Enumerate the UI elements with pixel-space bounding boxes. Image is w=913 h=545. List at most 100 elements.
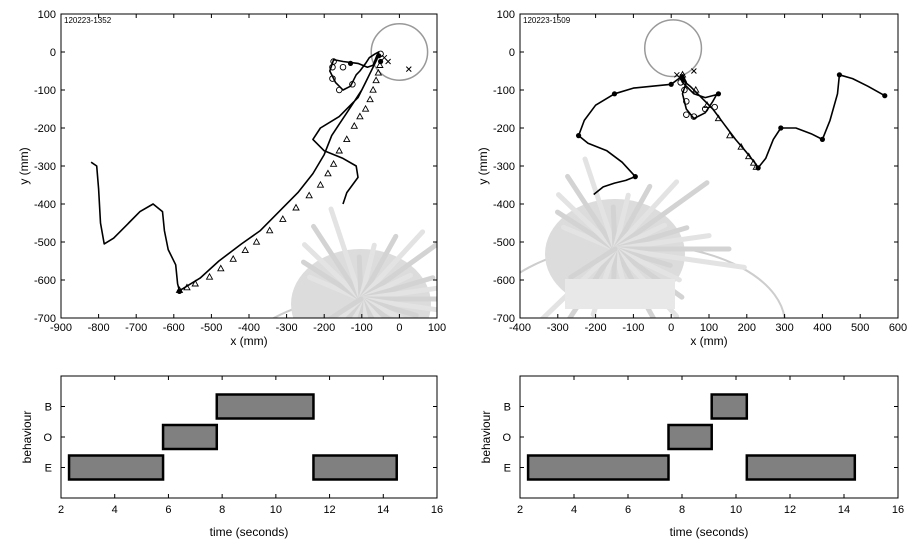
behaviour-bar-B [710, 393, 749, 420]
y-tick-label: -400 [493, 199, 515, 211]
circle-marker [690, 113, 698, 120]
photo-arm [337, 296, 364, 318]
y-axis-label: y (mm) [17, 147, 31, 184]
photo-arm [358, 233, 399, 302]
y-axis-label: behaviour [479, 411, 493, 464]
x-tick-label: 10 [730, 504, 742, 516]
dot-marker [882, 93, 888, 99]
y-tick-label: B [504, 402, 511, 414]
x-tick-label: 12 [323, 504, 335, 516]
behaviour-bar-E [526, 454, 670, 481]
y-tick-label: -200 [34, 123, 56, 135]
dot-marker [611, 91, 618, 97]
photo-arm [352, 296, 364, 318]
triangle-marker [191, 279, 199, 287]
triangle-marker [305, 191, 313, 199]
circle-marker [349, 81, 356, 88]
triangle-marker [737, 142, 745, 150]
y-axis-label: behaviour [20, 411, 34, 464]
trial-id-label: 120223-1509 [523, 16, 571, 25]
x-tick-label: -400 [509, 322, 531, 334]
behaviour-bar-E [745, 454, 857, 481]
triangle-marker [329, 159, 338, 167]
x-axis-label: x (mm) [230, 334, 267, 348]
y-tick-label: 100 [497, 9, 515, 21]
trial-id-label: 120223-1352 [64, 16, 112, 25]
circle-marker [701, 105, 709, 113]
x-tick-label: 14 [377, 504, 389, 516]
photo-arm [556, 192, 618, 252]
x-tick-label: 0 [668, 322, 674, 334]
y-tick-label: -400 [34, 199, 56, 211]
y-tick-label: B [45, 402, 52, 414]
y-tick-label: -600 [493, 275, 515, 287]
x-tick-label: 2 [517, 504, 523, 516]
x-tick-label: 100 [428, 322, 446, 334]
x-axis-label: time (seconds) [670, 525, 749, 539]
dot-marker [778, 125, 784, 131]
cross-marker [679, 73, 686, 80]
x-tick-label: -800 [88, 322, 110, 334]
triangle-marker [744, 152, 753, 160]
triangle-marker [714, 114, 723, 122]
x-tick-label: 200 [738, 322, 756, 334]
x-tick-label: 400 [813, 322, 831, 334]
dot-marker [836, 72, 843, 78]
y-tick-label: 0 [509, 47, 515, 59]
triangle-marker [342, 135, 351, 143]
x-tick-label: -900 [50, 322, 72, 334]
y-tick-label: -700 [493, 313, 515, 325]
behaviour-bar-E [312, 454, 398, 481]
y-tick-label: -200 [493, 123, 515, 135]
y-tick-label: O [43, 432, 52, 444]
x-tick-label: -600 [163, 322, 185, 334]
x-tick-label: 300 [775, 322, 793, 334]
behaviour-bar-B [215, 393, 315, 420]
triangle-marker [726, 131, 734, 139]
dot-marker [632, 174, 638, 180]
triangle-marker [292, 203, 300, 211]
cross-marker [405, 66, 412, 72]
x-tick-label: 14 [838, 504, 850, 516]
x-tick-label: 8 [219, 504, 225, 516]
x-tick-label: 16 [892, 504, 904, 516]
photo-arm [326, 296, 364, 318]
x-axis-label: x (mm) [690, 334, 727, 348]
cross-marker [674, 71, 680, 78]
x-tick-label: 600 [889, 322, 907, 334]
dot-marker [347, 60, 354, 66]
photo-base [565, 279, 675, 309]
triangle-marker [217, 264, 225, 272]
circle-marker [683, 111, 690, 118]
y-tick-label: -500 [34, 237, 56, 249]
photo-arm [358, 296, 392, 318]
x-tick-label: -200 [585, 322, 607, 334]
x-tick-label: -200 [313, 322, 335, 334]
y-tick-label: -300 [34, 161, 56, 173]
triangle-marker [316, 180, 325, 188]
x-tick-label: -300 [547, 322, 569, 334]
circle-marker [339, 63, 347, 71]
photo-arm [358, 229, 426, 302]
background-photo [271, 206, 437, 318]
circle-marker [335, 86, 343, 94]
triangle-marker [356, 112, 364, 120]
circle-marker [681, 86, 688, 94]
x-tick-label: 8 [679, 504, 685, 516]
cross-marker [691, 68, 697, 74]
x-tick-label: 500 [851, 322, 869, 334]
x-tick-label: -400 [238, 322, 260, 334]
x-tick-label: -100 [351, 322, 373, 334]
photo-arm [302, 242, 364, 302]
x-tick-label: -100 [622, 322, 644, 334]
triangle-marker [749, 158, 758, 166]
y-tick-label: 100 [38, 9, 56, 21]
y-tick-label: -500 [493, 237, 515, 249]
triangle-marker [376, 61, 384, 68]
photo-arm [565, 173, 618, 252]
photo-arm [612, 183, 653, 252]
dot-marker [715, 91, 722, 97]
